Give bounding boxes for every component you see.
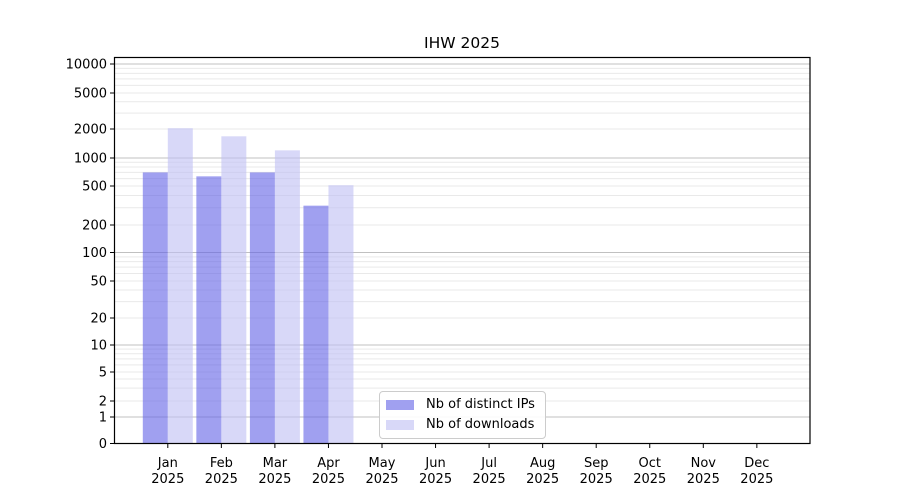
bar-feb-downloads [221, 136, 247, 444]
bar-feb-distinct-ips [196, 176, 222, 444]
x-tick-label-month: Aug [530, 456, 555, 471]
y-tick-label: 10 [90, 339, 107, 354]
bar-mar-downloads [274, 150, 300, 444]
x-tick-label-month: Nov [691, 456, 717, 471]
y-tick-label: 10000 [66, 58, 107, 73]
x-tick-label-month: Mar [263, 456, 288, 471]
bar-jan-distinct-ips [142, 172, 168, 444]
legend-label-distinct-ips: Nb of distinct IPs [426, 397, 535, 412]
x-tick-label-year: 2025 [312, 472, 345, 487]
axes-spines [113, 56, 811, 445]
y-tick-label: 0 [99, 437, 107, 452]
legend-swatch-distinct-ips [386, 400, 414, 410]
x-tick-label-month: Feb [210, 456, 233, 471]
y-tick-label: 5 [99, 366, 107, 381]
x-tick-label-month: May [369, 456, 396, 471]
y-tick-label: 1000 [74, 152, 107, 167]
x-tick-label-month: Jan [157, 456, 178, 471]
x-tick-label-month: Oct [639, 456, 661, 471]
x-tick-label-year: 2025 [526, 472, 559, 487]
x-tick-label-month: Jun [424, 456, 445, 471]
x-tick-label-month: Dec [744, 456, 769, 471]
y-tick-label: 500 [82, 180, 107, 195]
y-tick-label: 2 [99, 395, 107, 410]
x-tick-label-year: 2025 [419, 472, 452, 487]
x-tick-label-year: 2025 [151, 472, 184, 487]
legend-label-downloads: Nb of downloads [426, 417, 535, 432]
x-tick-label-year: 2025 [633, 472, 666, 487]
bar-apr-downloads [328, 185, 354, 444]
y-tick-label: 100 [82, 246, 107, 261]
x-tick-label-year: 2025 [205, 472, 238, 487]
x-tick-label-month: Sep [584, 456, 609, 471]
y-tick-label: 50 [90, 275, 107, 290]
y-tick-label: 20 [90, 312, 107, 327]
legend: Nb of distinct IPs Nb of downloads [379, 391, 546, 439]
y-tick-label: 5000 [74, 87, 107, 102]
legend-item-distinct-ips: Nb of distinct IPs [386, 398, 535, 412]
x-tick-label-year: 2025 [580, 472, 613, 487]
chart-title: IHW 2025 [424, 34, 500, 52]
y-tick-label: 200 [82, 219, 107, 234]
bar-jan-downloads [167, 128, 193, 444]
bar-apr-distinct-ips [303, 205, 329, 444]
x-tick-label-year: 2025 [687, 472, 720, 487]
x-tick-label-year: 2025 [740, 472, 773, 487]
y-tick-label: 2000 [74, 123, 107, 138]
bar-mar-distinct-ips [249, 172, 275, 444]
x-tick-label-year: 2025 [365, 472, 398, 487]
y-tick-label: 1 [99, 411, 107, 426]
legend-swatch-downloads [386, 420, 414, 430]
x-tick-label-month: Apr [317, 456, 340, 471]
x-tick-label-year: 2025 [473, 472, 506, 487]
x-tick-label-year: 2025 [258, 472, 291, 487]
x-tick-label-month: Jul [480, 456, 497, 471]
legend-item-downloads: Nb of downloads [386, 418, 535, 432]
